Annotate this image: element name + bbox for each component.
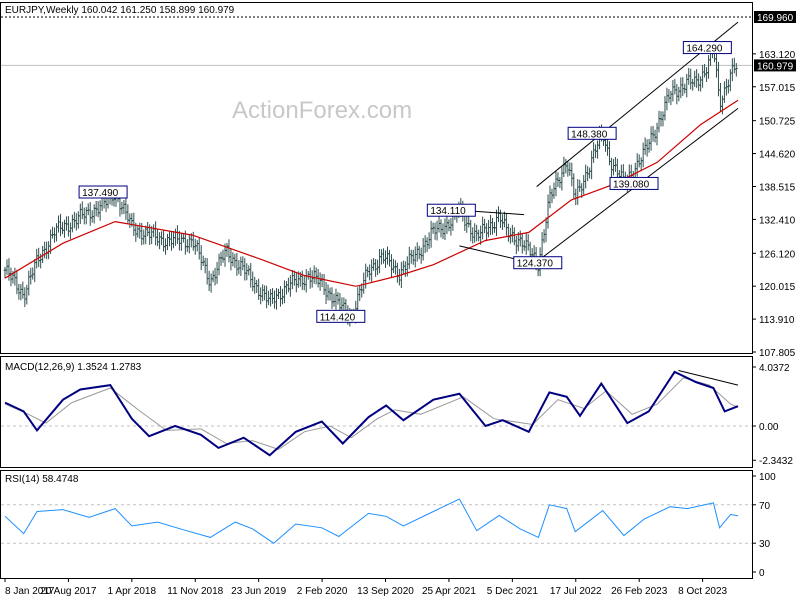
y-tick-label: 157.015 [759, 83, 796, 94]
ma-line [4, 99, 739, 287]
y-tick-label: 113.910 [759, 315, 795, 326]
y-tick-label: 107.805 [759, 348, 796, 359]
x-tick-label: 2 Feb 2020 [297, 586, 348, 597]
macd-signal-line [4, 377, 739, 450]
x-tick-label: 8 Jan 2017 [5, 586, 55, 597]
y-tick-label: 144.620 [759, 150, 796, 161]
x-tick-label: 26 Feb 2023 [611, 586, 668, 597]
macd-title: MACD(12,26,9) 1.3524 1.2783 [5, 362, 142, 373]
price-annotations: 137.490 114.420 134.110 124.370 148.380 139.0… [78, 41, 732, 323]
price-label-box [682, 41, 732, 55]
macd-divergence-line [678, 369, 739, 386]
price-label: 134.110 [430, 206, 466, 217]
price-label: 164.290 [686, 44, 723, 55]
rsi-tick-label: 0 [759, 568, 765, 579]
x-tick-label: 5 Dec 2021 [487, 586, 539, 597]
rsi-tick-label: 100 [759, 472, 776, 483]
grid [1, 16, 752, 544]
watermark: ActionForex.com [232, 97, 412, 124]
macd-tick-label: 0.00 [759, 422, 779, 433]
current-price-label: 160.979 [757, 61, 794, 72]
price-label: 137.490 [82, 188, 119, 199]
y-tick-label: 163.120 [759, 50, 796, 61]
y-tick-label: 150.725 [759, 117, 796, 128]
rsi-tick-label: 70 [759, 501, 771, 512]
rsi-line [4, 498, 739, 544]
macd-tick-label: -2.3432 [759, 456, 793, 467]
price-label-box [567, 126, 617, 140]
x-tick-label: 17 Jul 2022 [550, 586, 602, 597]
macd-lines [4, 369, 739, 457]
rsi-panel [0, 470, 753, 579]
price-label: 148.380 [571, 129, 608, 140]
y-tick-label: 132.410 [759, 215, 796, 226]
x-tick-label: 20 Aug 2017 [40, 586, 97, 597]
price-label: 139.080 [613, 179, 650, 190]
x-tick-label: 8 Oct 2023 [678, 586, 727, 597]
price-label: 114.420 [320, 312, 356, 323]
x-tick-label: 13 Sep 2020 [357, 586, 414, 597]
macd-panel [0, 356, 753, 468]
rsi-main-line [4, 498, 739, 544]
price-title: EURJPY,Weekly 160.042 161.250 158.899 16… [5, 5, 235, 16]
y-tick-label: 138.515 [759, 182, 796, 193]
x-tick-label: 23 Jun 2019 [231, 586, 286, 597]
y-tick-label: 120.015 [759, 282, 796, 293]
price-label-box [78, 185, 128, 199]
price-label: 124.370 [517, 259, 554, 270]
price-label-box [316, 309, 366, 323]
macd-tick-label: 4.0372 [759, 363, 790, 374]
current-price-tag [754, 59, 796, 72]
price-panel [0, 2, 753, 354]
x-tick-label: 1 Apr 2018 [108, 586, 157, 597]
rsi-tick-label: 30 [759, 539, 771, 550]
y-tick-label: 126.120 [759, 249, 796, 260]
price-label-box [609, 176, 659, 190]
rsi-title: RSI(14) 58.4748 [5, 474, 79, 485]
top-price-label: 169.960 [757, 13, 794, 24]
x-tick-label: 25 Apr 2021 [422, 586, 476, 597]
price-label-box [513, 256, 563, 270]
x-tick-label: 11 Nov 2018 [167, 586, 223, 597]
moving-average [4, 99, 739, 287]
price-label-box [426, 203, 476, 217]
macd-main-line [4, 370, 739, 457]
top-price-tag [754, 11, 796, 23]
